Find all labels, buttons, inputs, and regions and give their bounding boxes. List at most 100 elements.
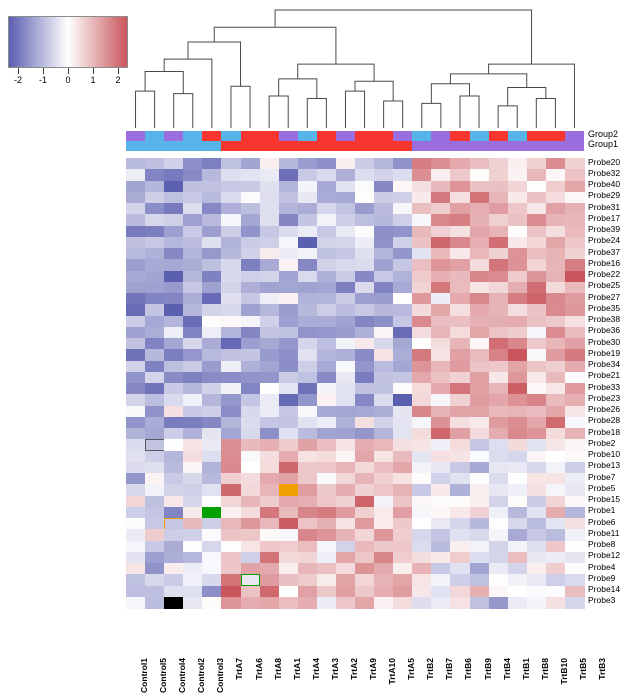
group1-cell xyxy=(278,141,299,151)
heatmap-cell xyxy=(450,349,471,362)
heatmap-cell xyxy=(240,428,261,440)
heatmap-cell xyxy=(507,416,528,429)
heatmap-cell xyxy=(545,281,566,294)
group1-cell xyxy=(259,141,280,151)
heatmap-cell xyxy=(335,304,356,317)
heatmap-cell xyxy=(564,473,585,485)
heatmap-cell xyxy=(431,180,451,193)
heatmap-cell xyxy=(335,405,356,418)
heatmap-cell xyxy=(278,439,299,452)
heatmap-cell xyxy=(335,484,356,497)
heatmap-cell xyxy=(431,405,451,418)
heatmap-cell xyxy=(431,394,451,407)
heatmap-cell xyxy=(297,158,318,170)
heatmap-cell xyxy=(278,416,299,429)
heatmap-cell xyxy=(450,326,471,339)
heatmap-cell xyxy=(564,529,585,542)
heatmap-cell xyxy=(393,585,413,598)
heatmap-cell xyxy=(450,304,471,317)
heatmap-cell xyxy=(488,574,509,587)
heatmap-cell xyxy=(431,338,451,350)
heatmap-cell xyxy=(335,248,356,260)
row-label: Probe17 xyxy=(588,212,621,223)
heatmap-cell xyxy=(183,383,203,395)
heatmap-cell xyxy=(412,315,432,328)
heatmap-cell xyxy=(202,259,222,272)
row-label: Probe28 xyxy=(588,415,621,426)
heatmap-cell xyxy=(564,585,585,598)
heatmap-cell xyxy=(393,270,413,283)
heatmap-cell xyxy=(564,360,585,373)
heatmap-cell xyxy=(221,428,242,440)
heatmap-cell xyxy=(412,326,432,339)
heatmap-cell xyxy=(393,596,413,609)
heatmap-cell xyxy=(450,259,471,272)
heatmap-cell xyxy=(240,495,261,508)
heatmap-cell xyxy=(145,461,165,474)
heatmap-cell xyxy=(412,551,432,564)
color-key-tick xyxy=(93,68,94,74)
heatmap-cell xyxy=(164,529,184,542)
heatmap-cell xyxy=(164,203,184,215)
heatmap-cell xyxy=(240,169,261,182)
heatmap-cell xyxy=(221,585,242,598)
heatmap-cell xyxy=(278,169,299,182)
heatmap-cell xyxy=(507,214,528,227)
column-label: TrtA8 xyxy=(272,658,283,680)
heatmap-cell xyxy=(126,506,146,519)
heatmap-cell xyxy=(259,225,280,238)
column-label: TrtB8 xyxy=(539,658,550,680)
heatmap-cell xyxy=(488,563,509,575)
row-label: Probe27 xyxy=(588,291,621,302)
heatmap-cell xyxy=(316,371,337,384)
heatmap-cell xyxy=(183,518,203,530)
group2-label: Group2 xyxy=(588,129,619,139)
heatmap-cell xyxy=(393,405,413,418)
heatmap-cell xyxy=(316,191,337,204)
heatmap-cell xyxy=(488,495,509,508)
heatmap-cell xyxy=(183,529,203,542)
dendrogram-link xyxy=(344,90,366,128)
heatmap-cell xyxy=(355,596,375,609)
heatmap-cell xyxy=(526,180,547,193)
heatmap-cell xyxy=(259,293,280,305)
heatmap-cell xyxy=(526,236,547,249)
heatmap-cell xyxy=(202,383,222,395)
heatmap-cell xyxy=(297,585,318,598)
heatmap-cell xyxy=(297,270,318,283)
heatmap-cell xyxy=(431,236,451,249)
heatmap-cell xyxy=(431,293,451,305)
heatmap-cell xyxy=(393,293,413,305)
heatmap-cell xyxy=(202,203,222,215)
heatmap-cell xyxy=(526,225,547,238)
heatmap-cell xyxy=(259,585,280,598)
row-label: Probe30 xyxy=(588,336,621,347)
heatmap-cell xyxy=(355,450,375,463)
heatmap-cell xyxy=(469,203,490,215)
group1-cell xyxy=(316,141,337,151)
heatmap-cell xyxy=(145,540,165,553)
heatmap-cell xyxy=(202,338,222,350)
heatmap-cell xyxy=(145,506,165,519)
heatmap-cell xyxy=(374,248,394,260)
column-label: TrtA2 xyxy=(348,658,359,680)
heatmap-cell xyxy=(355,270,375,283)
heatmap-cell xyxy=(183,158,203,170)
row-label: Probe4 xyxy=(588,561,616,572)
heatmap-cell xyxy=(183,371,203,384)
heatmap-cell xyxy=(526,596,547,609)
group1-cell xyxy=(202,141,222,151)
heatmap-cell xyxy=(355,225,375,238)
heatmap-cell xyxy=(259,461,280,474)
heatmap-cell xyxy=(221,293,242,305)
row-label: Probe7 xyxy=(588,471,616,482)
heatmap-cell xyxy=(126,158,146,170)
heatmap-cell xyxy=(469,248,490,260)
heatmap-cell xyxy=(526,259,547,272)
column-label: TrtA3 xyxy=(329,658,340,680)
heatmap-cell xyxy=(202,405,222,418)
heatmap-cell xyxy=(412,304,432,317)
heatmap-cell xyxy=(469,506,490,519)
heatmap-cell xyxy=(469,225,490,238)
heatmap-cell xyxy=(393,304,413,317)
